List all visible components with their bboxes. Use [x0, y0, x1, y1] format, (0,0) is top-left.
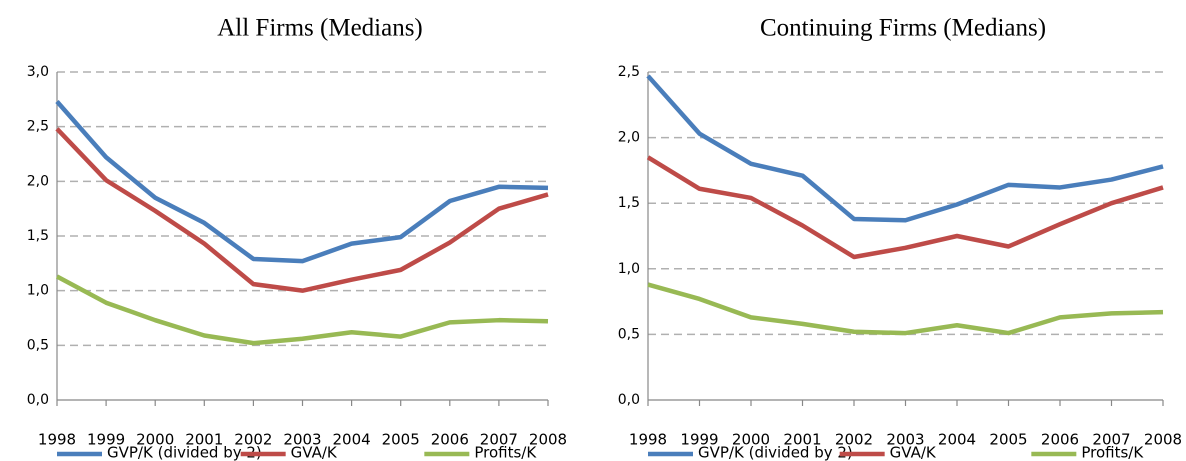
y-tick-label: 0,0	[618, 392, 640, 408]
y-tick-label: 0,5	[27, 337, 49, 353]
y-tick-label: 2,5	[27, 119, 49, 135]
x-tick-label: 2006	[1041, 431, 1079, 449]
y-tick-label: 2,5	[618, 64, 640, 80]
line	[55, 274, 549, 346]
x-tick-label: 2001	[783, 431, 821, 449]
y-tick-label: 2,0	[27, 173, 49, 189]
line	[646, 155, 1164, 260]
legend-label: GVP/K (divided by 2)	[698, 444, 853, 461]
y-tick-label: 3,0	[27, 64, 49, 80]
y-tick-label: 0,0	[27, 392, 49, 408]
line	[55, 127, 549, 293]
x-tick-label: 2002	[234, 431, 272, 449]
x-tick-label: 1999	[87, 431, 125, 449]
chart-title: Continuing Firms (Medians)	[760, 15, 1046, 42]
x-tick-label: 2008	[1144, 431, 1182, 449]
x-tick-label: 2006	[431, 431, 469, 449]
x-tick-label: 2007	[1092, 431, 1130, 449]
legend-label: GVA/K	[890, 444, 937, 461]
x-tick-label: 2007	[480, 431, 518, 449]
y-tick-label: 2,0	[618, 130, 640, 146]
x-tick-label: 2002	[835, 431, 873, 449]
x-tick-label: 1998	[629, 431, 667, 449]
y-tick-label: 1,0	[618, 261, 640, 277]
x-tick-label: 2000	[136, 431, 174, 449]
legend-label: GVP/K (divided by 2)	[107, 444, 262, 461]
x-tick-label: 2003	[886, 431, 924, 449]
x-tick-label: 2004	[333, 431, 371, 449]
legend-label: Profits/K	[474, 444, 537, 461]
x-tick-label: 2003	[283, 431, 321, 449]
x-tick-label: 2005	[382, 431, 420, 449]
legend-label: GVA/K	[291, 444, 338, 461]
x-tick-label: 1999	[680, 431, 718, 449]
legend-label: Profits/K	[1081, 444, 1144, 461]
x-tick-label: 2008	[529, 431, 567, 449]
line	[647, 282, 1164, 336]
y-tick-label: 1,5	[27, 228, 49, 244]
chart-title: All Firms (Medians)	[217, 15, 423, 42]
line	[55, 100, 549, 264]
x-tick-label: 2005	[989, 431, 1027, 449]
x-tick-label: 2001	[185, 431, 223, 449]
x-tick-label: 2004	[938, 431, 976, 449]
y-tick-label: 1,5	[618, 195, 640, 211]
y-tick-label: 0,5	[618, 326, 640, 342]
x-tick-label: 1998	[38, 431, 76, 449]
x-tick-label: 2000	[732, 431, 770, 449]
y-tick-label: 1,0	[27, 283, 49, 299]
line	[646, 74, 1164, 223]
